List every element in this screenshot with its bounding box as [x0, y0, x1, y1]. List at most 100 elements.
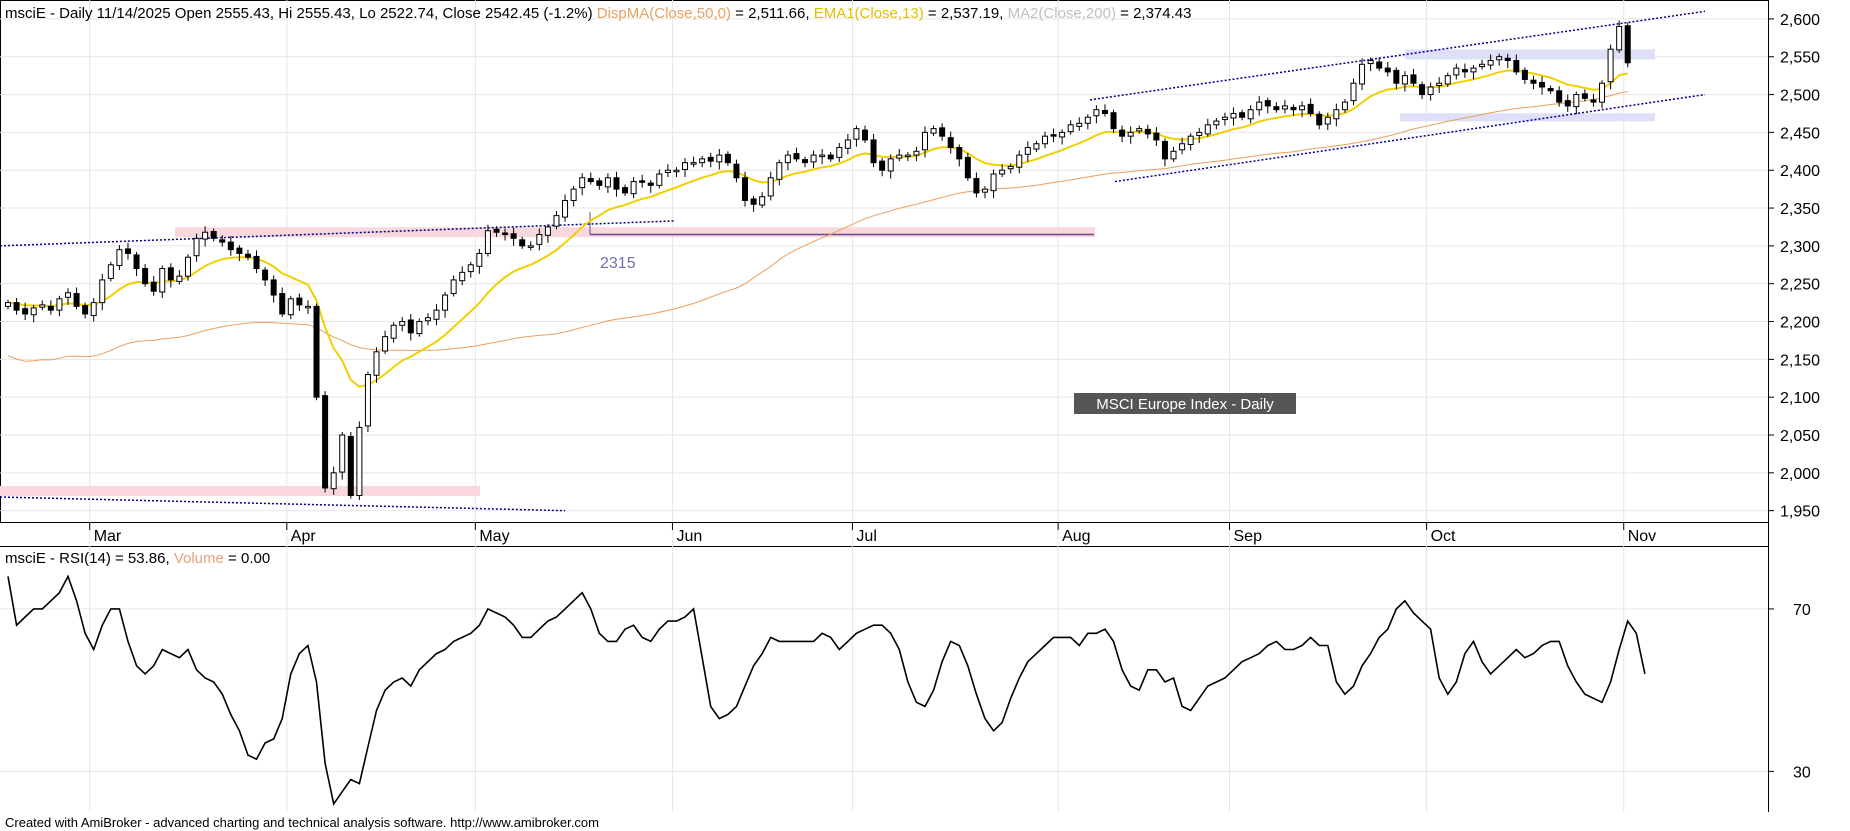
channel-upper-line — [1089, 10, 1706, 101]
price-tick-label: 2,200 — [1780, 315, 1820, 332]
price-tick-label: 2,600 — [1780, 12, 1820, 29]
channel-lower-line — [1114, 93, 1706, 183]
candle-up — [390, 324, 397, 339]
candle-up — [467, 264, 474, 273]
ema13-line — [7, 69, 1628, 388]
candle-up — [64, 292, 71, 298]
price-tick-label: 2,250 — [1780, 277, 1820, 294]
candle-up — [656, 173, 663, 186]
price-tick-label: 2,050 — [1780, 428, 1820, 445]
candle-up — [1401, 75, 1408, 85]
candle-up — [682, 162, 689, 170]
candle-up — [1496, 56, 1503, 61]
candle-down — [707, 156, 714, 162]
candle-up — [1076, 122, 1083, 127]
candle-up — [1059, 131, 1066, 138]
month-label: Oct — [1431, 528, 1456, 545]
candle-up — [1067, 124, 1074, 133]
candle-up — [887, 158, 894, 172]
rsi-panel: 30 70 — [0, 574, 1811, 806]
candle-up — [356, 426, 363, 497]
month-label: Sep — [1234, 528, 1263, 545]
candle-up — [690, 162, 697, 165]
resistance-zone-2315 — [175, 227, 1095, 238]
rsi-header-prefix: msciE - RSI(14) = 53.86, — [5, 550, 170, 567]
candle-down — [124, 248, 131, 254]
rsi-header-volume-value: = 0.00 — [228, 550, 270, 567]
candle-up — [1136, 128, 1143, 132]
candle-up — [699, 158, 706, 164]
candle-up — [176, 275, 183, 282]
candle-down — [1556, 90, 1563, 103]
candle-down — [493, 228, 500, 233]
candle-up — [579, 177, 586, 189]
candle-down — [1119, 129, 1126, 137]
header-ma200-value: = 2,374.43 — [1120, 5, 1191, 22]
candlesticks — [5, 20, 1631, 501]
candle-up — [1196, 131, 1203, 136]
candle-up — [921, 131, 928, 151]
candle-down — [947, 137, 954, 149]
month-label: May — [479, 528, 509, 545]
candle-down — [1504, 57, 1511, 62]
candle-up — [930, 128, 937, 134]
header-ema13-name: EMA1(Close,13) — [814, 5, 924, 22]
candle-up — [1616, 25, 1623, 51]
candle-down — [313, 305, 320, 398]
candle-down — [244, 253, 251, 258]
candle-up — [673, 169, 680, 173]
header-ma50-value: = 2,511.66, — [735, 5, 809, 22]
candle-up — [1033, 143, 1040, 150]
candle-up — [1187, 135, 1194, 145]
candle-up — [202, 231, 209, 240]
moving-averages — [7, 69, 1628, 388]
candle-up — [184, 256, 191, 277]
support-zone-1975 — [0, 485, 480, 496]
candle-down — [793, 153, 800, 160]
candle-down — [973, 178, 980, 194]
candle-down — [1590, 99, 1597, 103]
candle-down — [1144, 128, 1151, 135]
candle-up — [107, 264, 114, 279]
candle-down — [639, 180, 646, 183]
candle-up — [1179, 143, 1186, 151]
candle-up — [767, 177, 774, 197]
candle-up — [759, 196, 766, 206]
month-label: Jun — [676, 528, 702, 545]
grid-lines — [0, 0, 1768, 812]
header-ema13-value: = 2,537.19, — [928, 5, 1003, 22]
candle-up — [442, 294, 449, 311]
candle-up — [1453, 67, 1460, 76]
candle-up — [553, 215, 560, 227]
candle-up — [810, 154, 817, 163]
candle-up — [1607, 48, 1614, 83]
candle-down — [13, 302, 20, 311]
candle-up — [416, 321, 423, 335]
candle-down — [150, 281, 157, 292]
candle-down — [613, 177, 620, 190]
candle-down — [1050, 134, 1057, 137]
candle-down — [1153, 132, 1160, 141]
candle-up — [304, 305, 311, 309]
candle-up — [896, 154, 903, 159]
candle-up — [1427, 86, 1434, 96]
candle-up — [527, 245, 534, 248]
rsi-tick-label: 70 — [1793, 602, 1811, 619]
candle-up — [159, 268, 166, 293]
candle-up — [476, 252, 483, 267]
support-zones — [0, 49, 1655, 496]
price-tick-label: 2,400 — [1780, 163, 1820, 180]
candle-down — [622, 187, 629, 194]
candle-up — [1204, 124, 1211, 135]
candle-down — [587, 178, 594, 183]
price-tick-label: 2,450 — [1780, 125, 1820, 142]
candle-up — [382, 336, 389, 352]
candle-up — [459, 271, 466, 282]
candle-down — [73, 293, 80, 307]
candle-down — [1539, 81, 1546, 88]
candle-down — [1290, 106, 1297, 111]
candle-up — [424, 317, 431, 322]
candle-up — [339, 434, 346, 473]
candle-up — [1444, 75, 1451, 85]
candle-up — [1436, 82, 1443, 86]
